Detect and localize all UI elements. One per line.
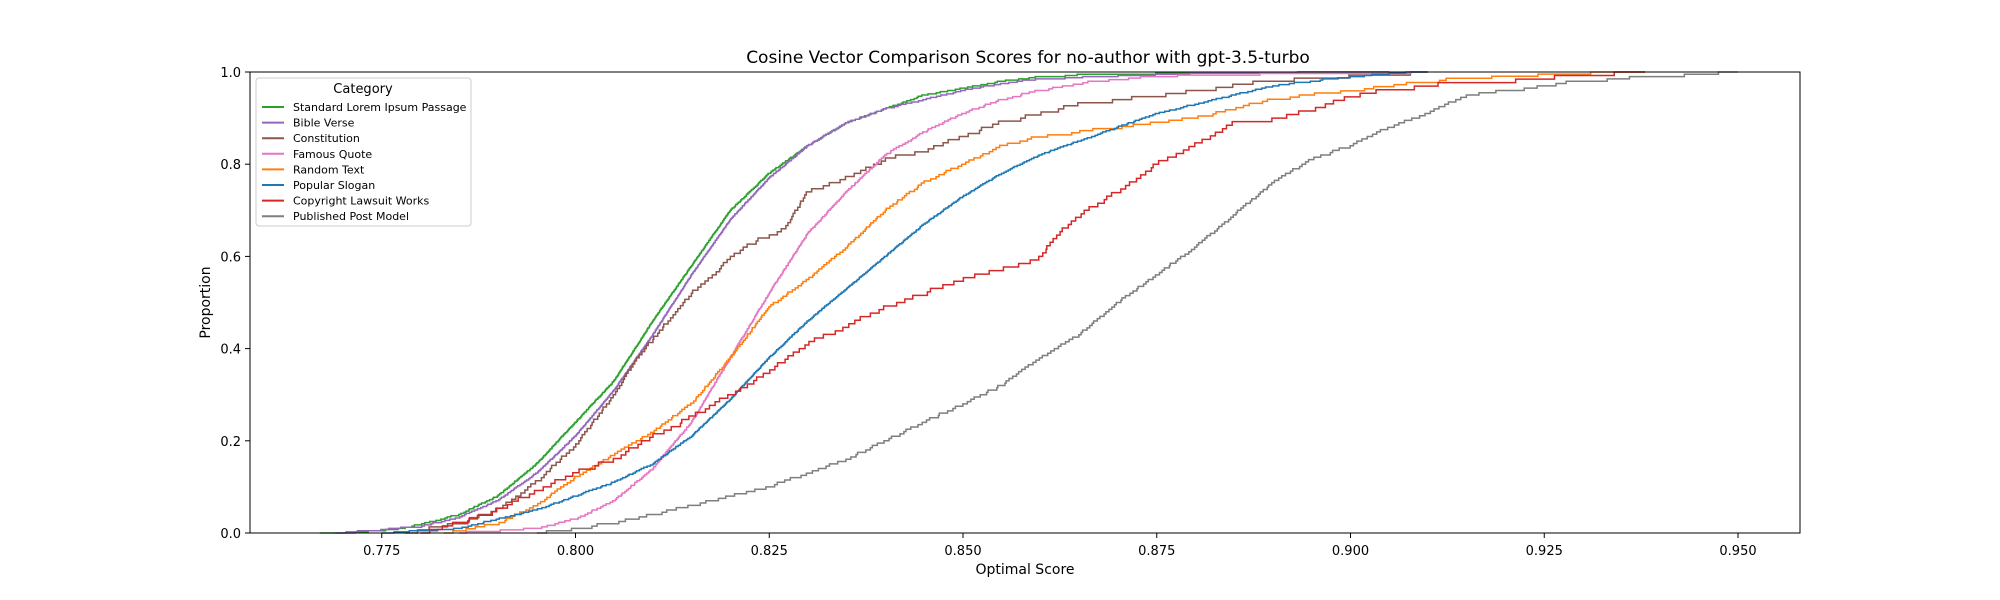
legend-item-label: Random Text — [293, 163, 365, 176]
series-line-5 — [443, 71, 1645, 534]
legend-item-label: Published Post Model — [293, 210, 409, 223]
x-tick-label: 0.800 — [557, 544, 594, 559]
series-line-8 — [536, 71, 1738, 534]
legend-item-label: Famous Quote — [293, 148, 372, 161]
legend-box — [255, 77, 472, 227]
chart-title: Cosine Vector Comparison Scores for no-a… — [746, 48, 1310, 68]
x-tick-label: 0.825 — [751, 544, 788, 559]
legend-item-label: Copyright Lawsuit Works — [293, 195, 430, 208]
legend-item-label: Popular Slogan — [293, 179, 375, 192]
x-tick-label: 0.950 — [1719, 544, 1756, 559]
y-tick-label: 1.0 — [220, 66, 241, 81]
plot-area — [319, 71, 1738, 534]
y-tick-label: 0.4 — [220, 343, 241, 358]
y-tick-label: 0.6 — [220, 250, 241, 265]
x-tick-label: 0.850 — [944, 544, 981, 559]
legend-item-label: Constitution — [293, 132, 360, 145]
legend-title: Category — [333, 82, 393, 97]
series-line-3 — [405, 71, 1428, 534]
y-axis-label: Proportion — [198, 266, 214, 338]
legend: Category Standard Lorem Ipsum Passage Bib… — [255, 77, 472, 227]
legend-item-label: Bible Verse — [293, 117, 355, 130]
plot-frame — [249, 71, 1801, 534]
x-axis-label: Optimal Score — [975, 562, 1074, 578]
series-line-2 — [335, 71, 1390, 534]
y-tick-label: 0.2 — [220, 435, 241, 450]
series-line-7 — [420, 71, 1645, 534]
axes: 0.775 0.800 0.825 0.850 0.875 0.900 0.925 0.950… — [220, 66, 1756, 559]
series-line-6 — [381, 71, 1428, 534]
x-tick-label: 0.900 — [1332, 544, 1369, 559]
x-tick-label: 0.875 — [1138, 544, 1175, 559]
legend-item-label: Standard Lorem Ipsum Passage — [293, 101, 467, 114]
y-tick-label: 0.0 — [220, 527, 241, 542]
x-tick-label: 0.775 — [363, 544, 400, 559]
x-tick-label: 0.925 — [1526, 544, 1563, 559]
y-tick-label: 0.8 — [220, 158, 241, 173]
